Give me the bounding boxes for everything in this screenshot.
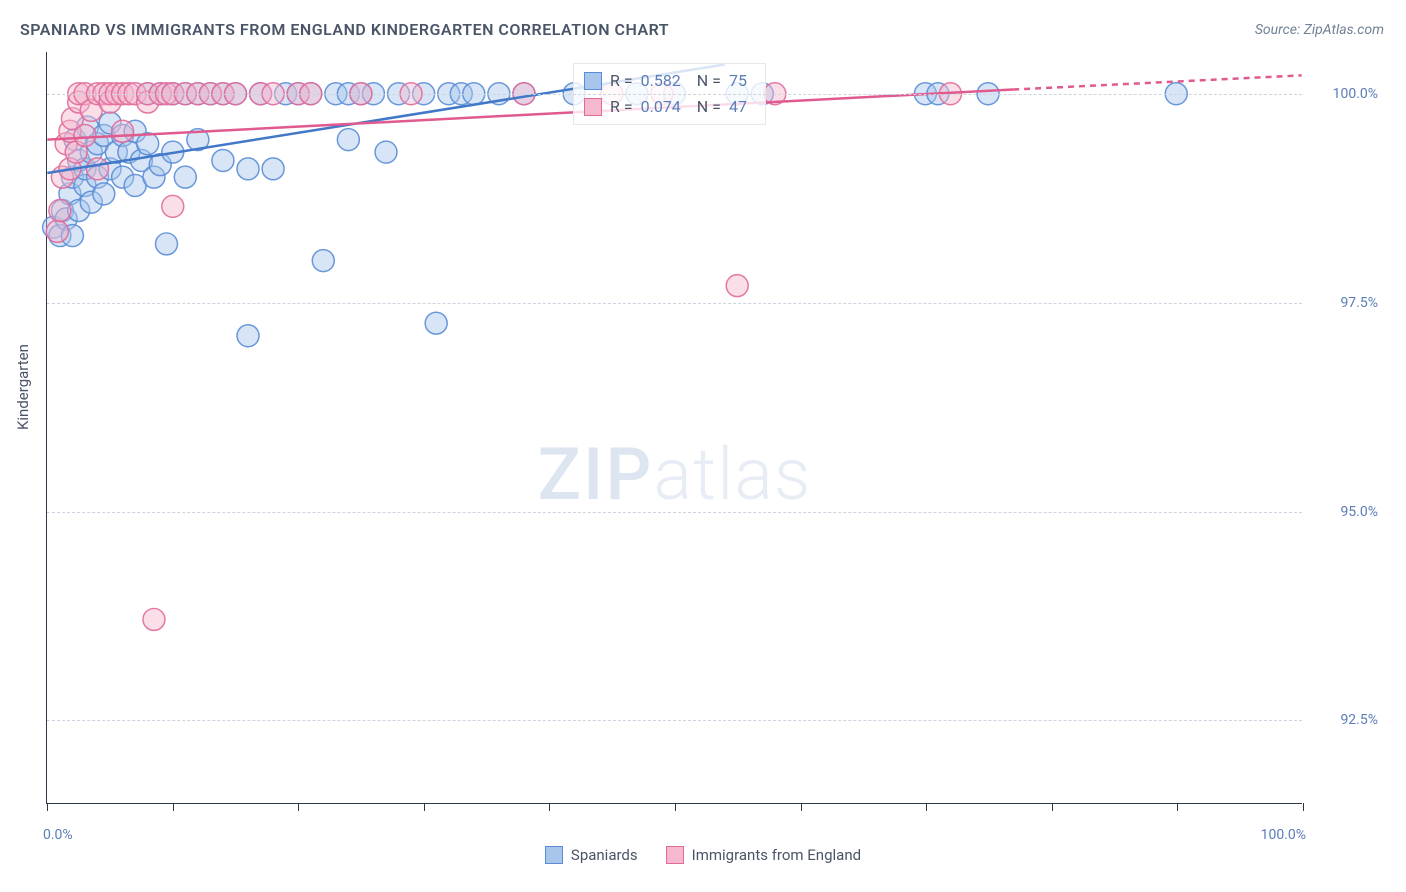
data-point (174, 166, 196, 188)
x-tick (1177, 803, 1178, 811)
stats-n-label-1: N = (697, 94, 721, 120)
x-tick (173, 803, 174, 811)
chart-container: SPANIARD VS IMMIGRANTS FROM ENGLAND KIND… (0, 0, 1406, 892)
legend-swatch-spaniards (545, 846, 563, 864)
stats-n-val-1: 47 (729, 94, 747, 120)
grid-line (47, 720, 1302, 721)
grid-line (47, 512, 1302, 513)
stats-n-label-0: N = (697, 68, 721, 94)
data-point (237, 158, 259, 180)
x-tick (1303, 803, 1304, 811)
data-point (726, 275, 748, 297)
plot-area: ZIPatlas R = 0.582 N = 75 R = 0.074 N = … (46, 52, 1302, 804)
data-point (237, 325, 259, 347)
data-point (87, 158, 109, 180)
stats-r-label-0: R = (610, 68, 633, 94)
x-tick (549, 803, 550, 811)
data-point (143, 608, 165, 630)
y-tick-label: 95.0% (1340, 504, 1378, 520)
y-axis-label: Kindergarten (14, 344, 32, 430)
data-point (425, 312, 447, 334)
x-tick (926, 803, 927, 811)
data-point (93, 183, 115, 205)
legend-label-spaniards: Spaniards (571, 846, 638, 864)
stats-r-label-1: R = (610, 94, 633, 120)
x-axis-min-label: 0.0% (43, 827, 73, 843)
data-point (212, 149, 234, 171)
x-tick (675, 803, 676, 811)
data-point (49, 200, 71, 222)
y-tick-label: 97.5% (1340, 295, 1378, 311)
data-point (46, 220, 68, 242)
y-tick-label: 92.5% (1340, 712, 1378, 728)
stats-r-val-0: 0.582 (641, 68, 681, 94)
data-point (337, 129, 359, 151)
stats-swatch-1 (584, 98, 602, 116)
x-tick (47, 803, 48, 811)
chart-title: SPANIARD VS IMMIGRANTS FROM ENGLAND KIND… (20, 20, 669, 39)
chart-source: Source: ZipAtlas.com (1255, 22, 1384, 38)
legend: Spaniards Immigrants from England (0, 846, 1406, 864)
x-tick (1052, 803, 1053, 811)
x-axis-max-label: 100.0% (1261, 827, 1306, 843)
stats-swatch-0 (584, 72, 602, 90)
data-point (162, 195, 184, 217)
x-tick (298, 803, 299, 811)
data-point (137, 133, 159, 155)
plot-svg (47, 52, 1302, 803)
stats-r-val-1: 0.074 (641, 94, 681, 120)
stats-n-val-0: 75 (729, 68, 747, 94)
data-point (262, 158, 284, 180)
legend-item-england: Immigrants from England (666, 846, 861, 864)
y-tick-label: 100.0% (1333, 86, 1378, 102)
stats-row-0: R = 0.582 N = 75 (584, 68, 755, 94)
data-point (74, 124, 96, 146)
stats-row-1: R = 0.074 N = 47 (584, 94, 755, 120)
legend-label-england: Immigrants from England (692, 846, 861, 864)
x-tick (424, 803, 425, 811)
data-point (312, 250, 334, 272)
data-point (375, 141, 397, 163)
x-tick (801, 803, 802, 811)
grid-line (47, 303, 1302, 304)
regression-line-dashed (1013, 75, 1301, 89)
data-point (156, 233, 178, 255)
grid-line (47, 94, 1302, 95)
legend-item-spaniards: Spaniards (545, 846, 638, 864)
data-point (112, 120, 134, 142)
legend-swatch-england (666, 846, 684, 864)
